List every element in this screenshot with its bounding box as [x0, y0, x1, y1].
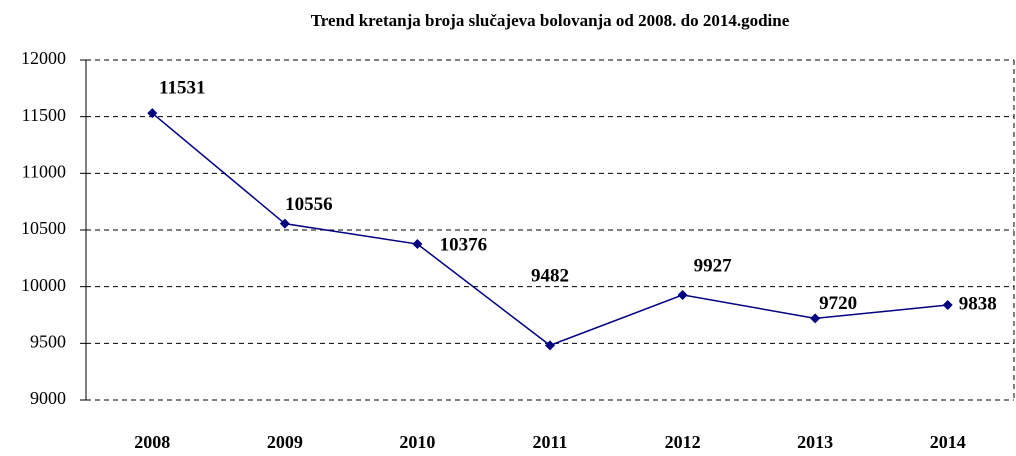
marker: [677, 289, 688, 300]
x-tick-label: 2014: [930, 432, 966, 452]
y-tick-label: 10500: [21, 218, 66, 238]
x-tick-label: 2010: [399, 432, 435, 452]
marker: [412, 239, 423, 250]
x-tick-label: 2011: [532, 432, 567, 452]
marker: [810, 313, 821, 324]
data-label: 9838: [959, 293, 997, 314]
y-tick-label: 11500: [22, 105, 66, 125]
x-tick-label: 2013: [797, 432, 833, 452]
chart-title: Trend kretanja broja slučajeva bolovanja…: [311, 11, 790, 30]
marker: [942, 300, 953, 311]
x-tick-label: 2008: [134, 432, 170, 452]
x-tick-label: 2009: [267, 432, 303, 452]
data-label: 10376: [440, 234, 488, 255]
y-tick-label: 12000: [21, 48, 66, 68]
data-label: 9482: [531, 266, 569, 287]
data-label: 10556: [285, 194, 333, 215]
y-tick-label: 10000: [21, 275, 66, 295]
marker: [147, 108, 158, 119]
x-tick-label: 2012: [665, 432, 701, 452]
data-label: 11531: [159, 78, 205, 99]
marker: [545, 340, 555, 351]
marker: [279, 218, 290, 229]
data-label: 9720: [819, 293, 857, 314]
y-tick-label: 9000: [30, 388, 66, 408]
data-label: 9927: [694, 255, 733, 276]
y-tick-label: 9500: [30, 331, 66, 351]
y-tick-label: 11000: [22, 161, 66, 181]
